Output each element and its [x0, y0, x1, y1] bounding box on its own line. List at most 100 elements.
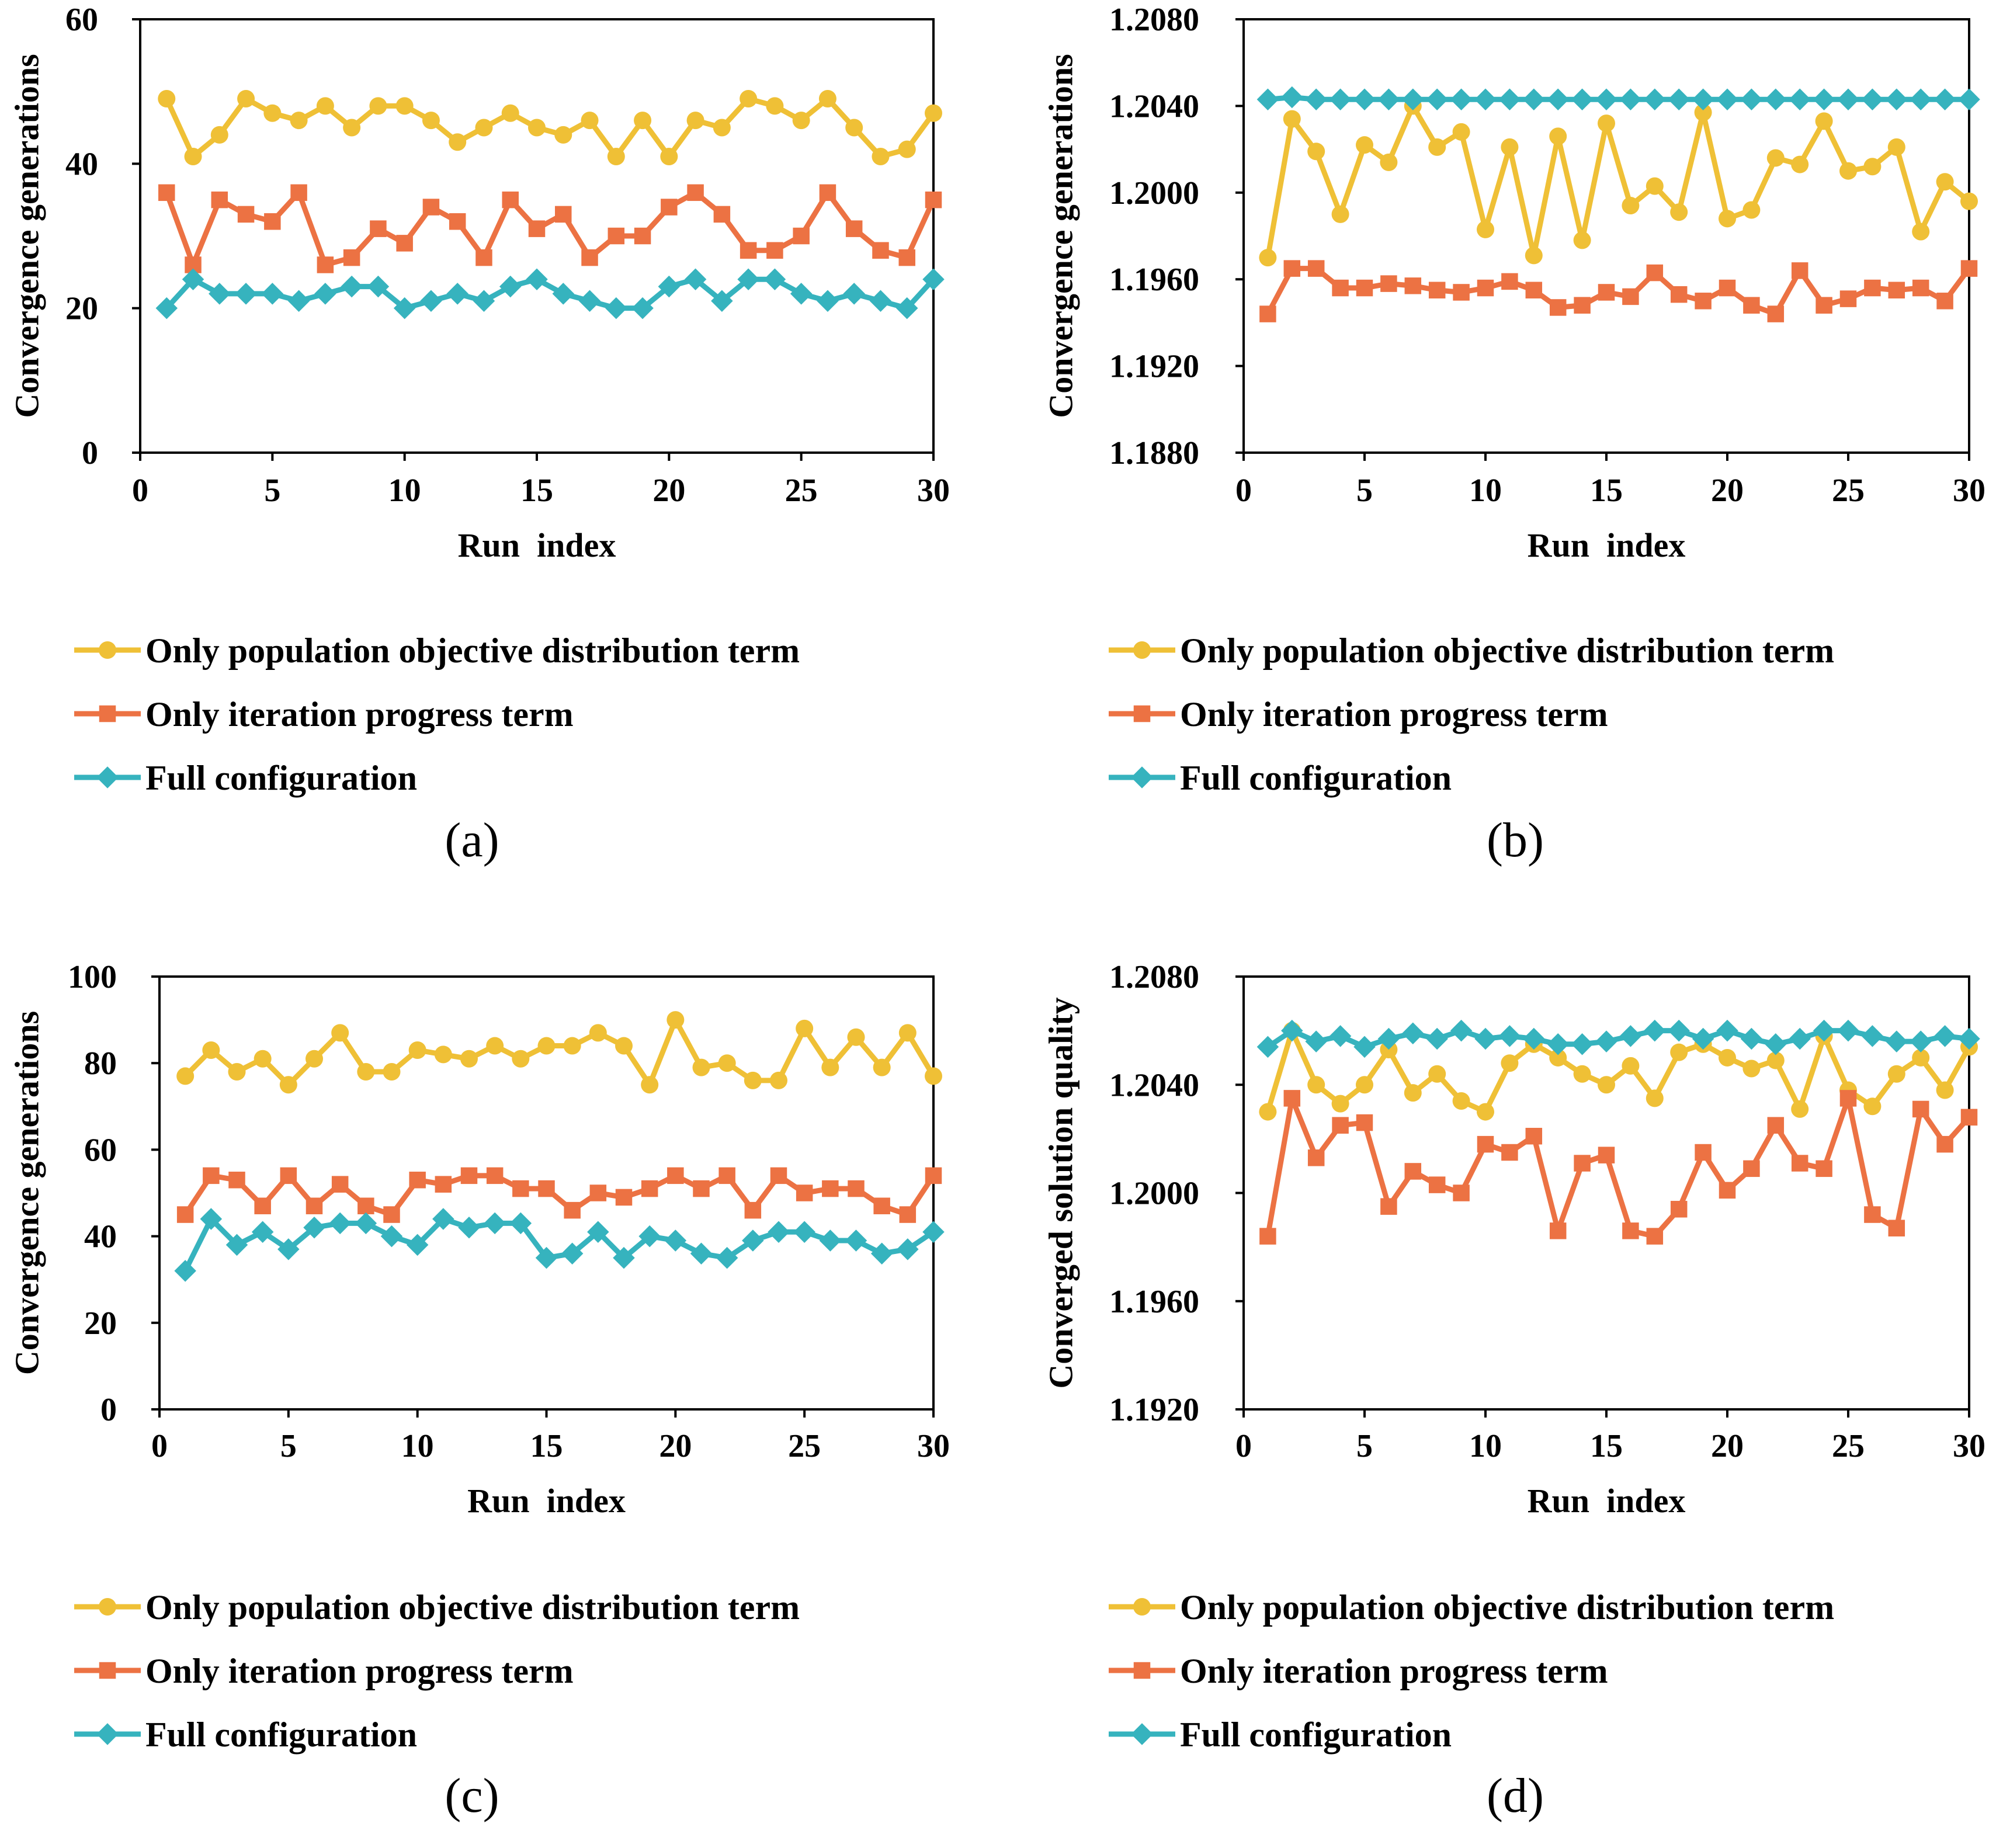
data-point-diamond — [1377, 1027, 1400, 1050]
x-tick-label: 15 — [520, 473, 553, 509]
y-tick-label: 40 — [84, 1219, 117, 1255]
data-point-square — [819, 184, 836, 202]
data-point-square — [872, 242, 889, 259]
data-point-diamond — [251, 1221, 274, 1243]
data-point-circle — [1646, 177, 1664, 195]
data-point-square — [1767, 1117, 1785, 1134]
series-full — [155, 268, 945, 319]
y-tick-label: 60 — [65, 2, 98, 38]
data-point-diamond — [367, 275, 390, 298]
legend-item-population: Only population objective distribution t… — [1109, 1588, 1834, 1627]
legend-item-iteration: Only iteration progress term — [1109, 1652, 1608, 1690]
x-tick-label: 5 — [1356, 473, 1373, 509]
data-point-square — [1574, 297, 1591, 314]
data-point-diamond — [155, 297, 178, 319]
data-point-square — [899, 1206, 917, 1223]
data-point-diamond — [768, 1221, 790, 1243]
data-point-diamond — [1450, 1019, 1473, 1042]
data-point-square — [1525, 1127, 1543, 1145]
data-point-diamond — [1619, 1025, 1642, 1047]
data-point-diamond — [1281, 86, 1303, 109]
data-point-square — [317, 256, 334, 273]
data-point-circle — [660, 147, 678, 165]
data-point-square — [1428, 282, 1446, 298]
data-point-circle — [1598, 114, 1615, 133]
data-point-square — [228, 1172, 245, 1189]
legend-label: Only population objective distribution t… — [1180, 1588, 1834, 1627]
data-point-square — [744, 1201, 762, 1219]
data-point-diamond — [535, 1246, 558, 1269]
data-point-square — [1380, 1198, 1397, 1215]
data-point-diamond — [1571, 1033, 1594, 1055]
data-point-circle — [1259, 1103, 1277, 1121]
data-point-square — [435, 1176, 452, 1193]
chart-panel-a: 0 20 40 60 0 5 10 15 20 25 30 Run index Convergence … — [8, 2, 950, 867]
legend-item-full: Full configuration — [74, 1715, 417, 1754]
data-point-diamond — [446, 283, 468, 305]
y-axis-title: Converged solution quality — [1042, 997, 1079, 1388]
legend-marker-square — [1133, 705, 1151, 722]
data-point-diamond — [314, 283, 336, 305]
data-point-square — [1791, 262, 1808, 279]
legend-label: Full configuration — [145, 1715, 417, 1754]
data-point-diamond — [1692, 1027, 1714, 1050]
legend-label: Only iteration progress term — [1180, 695, 1608, 734]
series-line — [1265, 103, 1971, 258]
data-point-square — [1477, 279, 1494, 297]
legend-item-full: Full configuration — [1109, 1715, 1452, 1754]
y-tick-label: 1.1920 — [1109, 349, 1199, 385]
series-line — [164, 96, 936, 159]
data-point-diamond — [484, 1212, 506, 1235]
data-point-diamond — [1329, 88, 1352, 111]
legend: Only population objective distribution t… — [1109, 1588, 1834, 1754]
data-point-diamond — [526, 268, 548, 290]
data-point-diamond — [1886, 1030, 1908, 1052]
data-point-circle — [589, 1024, 607, 1042]
data-point-square — [661, 199, 678, 216]
data-point-diamond — [200, 1208, 223, 1230]
data-point-square — [793, 227, 810, 245]
series-line — [183, 1216, 935, 1272]
data-point-circle — [1356, 1076, 1373, 1094]
data-point-diamond — [790, 283, 813, 305]
data-point-diamond — [1910, 88, 1932, 111]
data-point-circle — [357, 1063, 375, 1081]
series-full — [1256, 86, 1980, 111]
data-point-square — [357, 1197, 374, 1214]
data-point-square — [1839, 290, 1857, 307]
data-point-square — [1549, 1222, 1567, 1239]
x-tick-label: 30 — [917, 1428, 950, 1464]
data-point-square — [1259, 1228, 1276, 1245]
data-point-square — [1622, 1222, 1639, 1239]
data-point-square — [608, 227, 625, 245]
data-point-circle — [158, 90, 176, 108]
data-point-diamond — [690, 1242, 713, 1265]
data-point-circle — [528, 119, 546, 137]
data-point-diamond — [817, 290, 839, 312]
data-point-diamond — [869, 290, 892, 312]
data-point-square — [1839, 1090, 1857, 1107]
series-line — [164, 190, 936, 268]
data-point-diamond — [277, 1238, 300, 1260]
data-point-diamond — [578, 290, 601, 312]
x-tick-label: 10 — [388, 473, 421, 509]
data-point-circle — [1766, 149, 1785, 167]
data-point-diamond — [1547, 88, 1569, 111]
data-point-diamond — [1523, 1027, 1545, 1050]
y-tick-label: 20 — [65, 291, 98, 327]
data-point-diamond — [587, 1221, 609, 1243]
data-point-circle — [1936, 173, 1954, 191]
data-point-square — [1646, 1228, 1664, 1245]
data-point-circle — [1428, 1065, 1446, 1083]
data-point-diamond — [895, 297, 918, 319]
data-point-square — [1670, 1201, 1688, 1218]
data-point-circle — [1694, 103, 1712, 121]
data-point-diamond — [561, 1242, 584, 1265]
series-population — [176, 1011, 942, 1094]
data-point-square — [1864, 279, 1881, 297]
data-point-square — [1743, 297, 1760, 314]
data-point-circle — [1307, 143, 1325, 161]
data-point-square — [1888, 1220, 1905, 1236]
data-point-diamond — [1547, 1033, 1569, 1055]
data-point-diamond — [1716, 88, 1738, 111]
